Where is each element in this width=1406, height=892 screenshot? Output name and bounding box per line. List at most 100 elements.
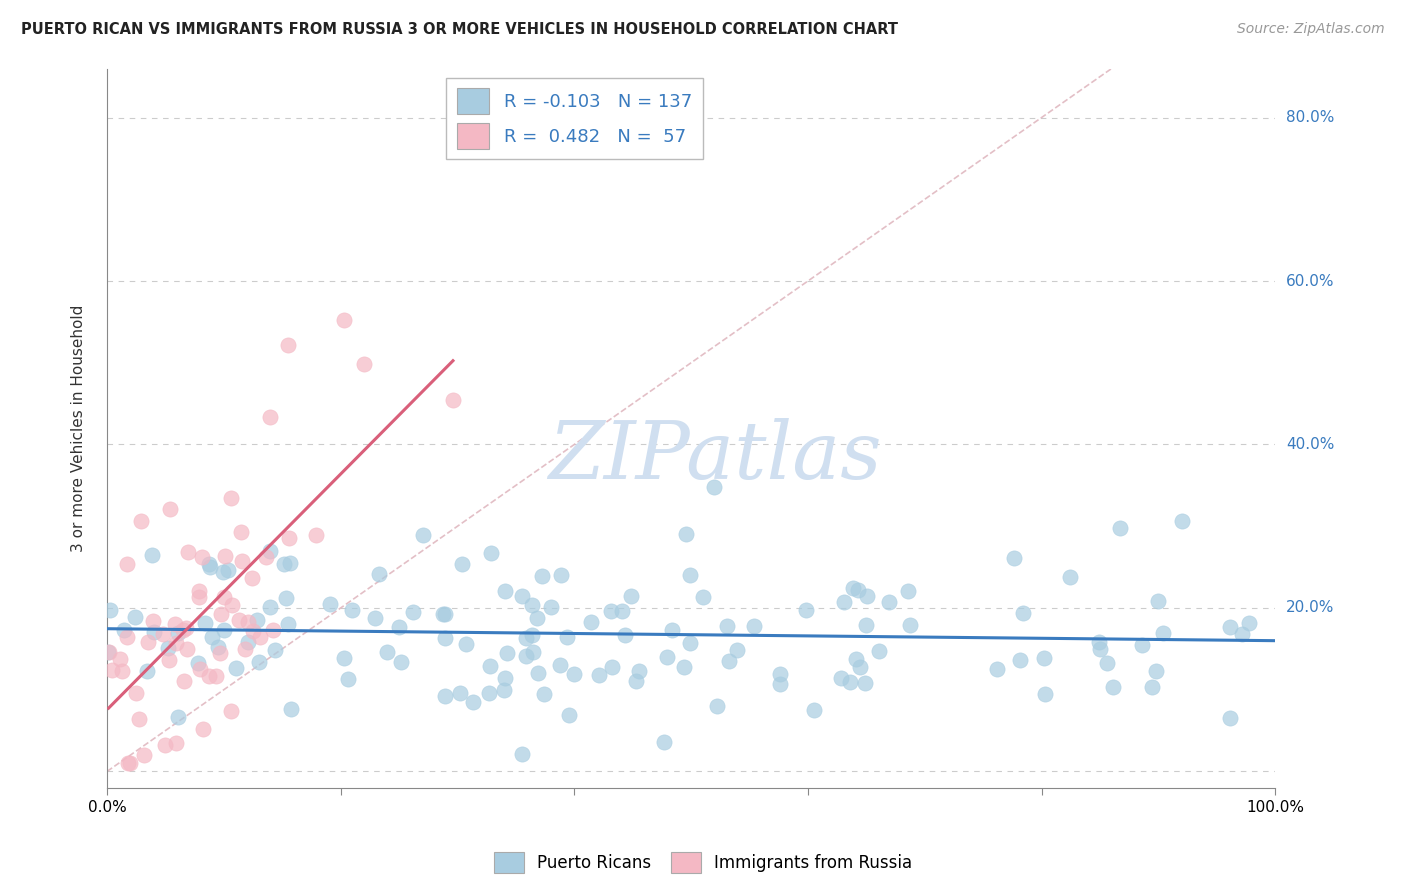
Point [1088,635,1111,649]
Point [1010,653,1032,667]
Point [1002,551,1025,566]
Point [679,568,702,582]
Point [846,583,869,598]
Point [461,695,484,709]
Point [129,514,152,528]
Point [319,598,342,612]
Point [165,736,187,750]
Point [120,756,142,771]
Point [214,549,236,564]
Point [1011,606,1033,620]
Point [548,658,571,673]
Point [157,652,180,666]
Point [558,708,581,723]
Y-axis label: 3 or more Vehicles in Household: 3 or more Vehicles in Household [72,304,86,552]
Point [277,616,299,631]
Point [176,641,198,656]
Point [273,557,295,571]
Point [842,582,865,596]
Point [434,607,457,622]
Point [97,645,120,659]
Point [389,655,412,669]
Point [839,675,862,690]
Point [236,615,259,629]
Text: Source: ZipAtlas.com: Source: ZipAtlas.com [1237,22,1385,37]
Point [533,687,555,701]
Point [718,654,741,668]
Point [769,667,792,681]
Point [141,548,163,562]
Point [853,676,876,690]
Point [363,610,385,624]
Point [233,642,256,657]
Point [108,652,131,666]
Point [197,557,219,571]
Point [187,656,209,670]
Point [212,623,235,637]
Point [897,584,920,599]
Point [441,392,464,407]
Legend: Puerto Ricans, Immigrants from Russia: Puerto Ricans, Immigrants from Russia [486,846,920,880]
Point [240,571,263,585]
Point [225,661,247,675]
Point [167,625,190,640]
Point [263,643,285,657]
Point [1095,656,1118,670]
Point [530,569,553,583]
Point [340,602,363,616]
Point [716,619,738,633]
Point [868,644,890,658]
Point [515,632,537,646]
Point [562,667,585,681]
Point [221,598,243,612]
Point [242,624,264,638]
Point [136,664,159,678]
Point [128,713,150,727]
Point [190,549,212,564]
Point [526,610,548,624]
Point [124,610,146,624]
Point [856,589,879,603]
Point [1152,626,1174,640]
Point [703,480,725,494]
Point [515,648,537,663]
Point [278,556,301,570]
Point [280,702,302,716]
Point [97,644,120,658]
Point [986,662,1008,676]
Point [454,637,477,651]
Point [432,607,454,622]
Point [177,545,200,559]
Point [115,557,138,571]
Point [1088,641,1111,656]
Point [849,660,872,674]
Point [579,615,602,629]
Point [742,619,765,633]
Point [526,666,548,681]
Point [1130,638,1153,652]
Point [832,595,855,609]
Point [305,528,328,542]
Point [479,659,502,673]
Point [588,667,610,681]
Point [143,625,166,640]
Point [492,682,515,697]
Point [794,602,817,616]
Point [219,704,242,718]
Point [167,709,190,723]
Point [187,583,209,598]
Point [163,616,186,631]
Point [602,660,624,674]
Point [725,643,748,657]
Point [259,409,281,424]
Point [803,703,825,717]
Point [198,559,221,574]
Text: 60.0%: 60.0% [1286,274,1334,288]
Point [1219,711,1241,725]
Point [115,630,138,644]
Point [1108,521,1130,535]
Point [1147,594,1170,608]
Point [652,735,675,749]
Point [495,646,517,660]
Point [494,583,516,598]
